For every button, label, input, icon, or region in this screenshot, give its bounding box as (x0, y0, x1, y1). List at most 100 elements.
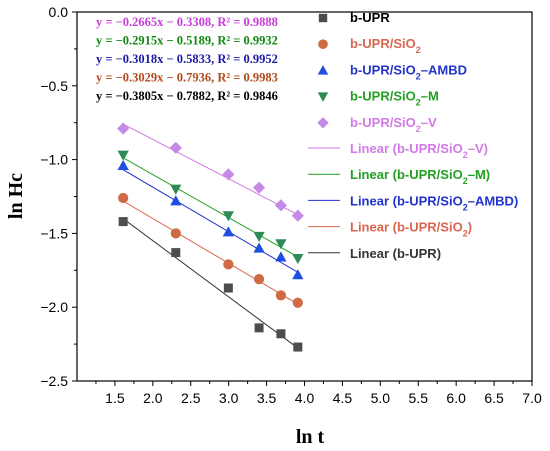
legend-fit-suffix: ) (468, 220, 472, 235)
x-tick-label: 3.0 (219, 390, 239, 406)
legend-marker-0 (318, 13, 328, 23)
legend-marker-4 (317, 117, 329, 129)
legend-fit-label-2: Linear (b-UPR/SiO2–AMBD) (350, 193, 518, 212)
data-point-s4-0 (117, 122, 130, 135)
data-point-s1-1 (170, 228, 181, 239)
data-point-s2-2 (222, 226, 234, 237)
data-point-s0-1 (171, 248, 181, 258)
legend-fit-base: b-UPR (397, 246, 437, 261)
legend-label-4-base: b-UPR/SiO (350, 115, 416, 130)
fit-line-3 (122, 157, 299, 258)
data-point-s4-3 (253, 181, 266, 194)
legend-label-3: b-UPR/SiO2–M (350, 89, 439, 108)
y-tick-label: −2.5 (40, 373, 68, 389)
legend-fit-prefix: Linear ( (350, 193, 398, 208)
fit-line-2 (122, 169, 299, 273)
legend-fit-suffix: ) (514, 193, 518, 208)
data-point-s4-4 (274, 199, 287, 212)
y-tick-label: −0.5 (40, 78, 68, 94)
data-point-s0-5 (293, 342, 303, 352)
legend-fit-prefix: Linear ( (350, 167, 398, 182)
data-point-s0-4 (276, 329, 286, 339)
fit-equation-3: y = −0.2915x − 0.5189, R² = 0.9932 (96, 34, 278, 48)
legend-fit-sub: 2 (463, 150, 468, 160)
data-point-s4-1 (169, 141, 182, 154)
fit-equation-2: y = −0.3018x − 0.5833, R² = 0.9952 (96, 52, 278, 66)
legend-label-2-sub: 2 (416, 71, 421, 81)
legend: b-UPRb-UPR/SiO2b-UPR/SiO2–AMBDb-UPR/SiO2… (308, 10, 518, 261)
legend-marker-1 (318, 39, 328, 49)
legend-fit-base: b-UPR/SiO (397, 220, 463, 235)
legend-fit-sub: 2 (463, 176, 468, 186)
x-tick-label: 4.5 (333, 390, 353, 406)
legend-label-4-tail: –V (421, 115, 437, 130)
x-axis-title: ln t (296, 426, 325, 448)
legend-label-4-sub: 2 (416, 124, 421, 134)
legend-fit-label-3: Linear (b-UPR/SiO2–M) (350, 167, 490, 186)
data-point-s2-5 (292, 269, 304, 280)
x-tick-label: 2.5 (181, 390, 201, 406)
legend-fit-sub: 2 (463, 229, 468, 239)
y-axis-title: ln Hc (5, 173, 27, 219)
data-point-s0-2 (223, 283, 233, 293)
x-tick-label: 5.5 (409, 390, 429, 406)
legend-fit-tail: –M (468, 167, 486, 182)
legend-fit-label-4: Linear (b-UPR/SiO2–V) (350, 141, 488, 160)
data-point-s1-3 (253, 274, 265, 285)
fit-equation-4: y = −0.2665x − 0.3308, R² = 0.9888 (96, 15, 278, 29)
legend-fit-base: b-UPR/SiO (397, 141, 463, 156)
legend-label-2: b-UPR/SiO2–AMBD (350, 62, 467, 81)
x-tick-label: 1.5 (105, 390, 125, 406)
data-point-s4-2 (222, 168, 235, 181)
legend-marker-2 (317, 65, 329, 75)
legend-label-1-base: b-UPR/SiO (350, 36, 416, 51)
data-point-s3-4 (275, 239, 287, 250)
fit-line-4 (122, 123, 299, 216)
y-tick-label: 0.0 (49, 4, 69, 20)
y-tick-label: −2.0 (40, 299, 68, 315)
data-point-s2-4 (275, 251, 287, 262)
fit-line-0 (122, 218, 299, 349)
y-tick-label: −1.0 (40, 152, 68, 168)
data-point-s3-0 (117, 150, 129, 161)
axes: 1.5 2.0 2.5 3.0 3.5 4.0 4.5 5.0 5.5 6.0 6.5 7.0 0.0 −… (40, 4, 542, 406)
legend-label-2-base: b-UPR/SiO (350, 62, 416, 77)
data-point-s2-1 (170, 195, 182, 206)
data-point-s1-4 (275, 290, 287, 301)
data-point-s1-5 (292, 297, 303, 308)
legend-fit-prefix: Linear ( (350, 141, 398, 156)
legend-fit-tail: –V (468, 141, 484, 156)
legend-label-3-sub: 2 (416, 98, 421, 108)
legend-fit-suffix: ) (437, 246, 441, 261)
x-tick-label: 2.0 (143, 390, 163, 406)
legend-label-4: b-UPR/SiO2–V (350, 115, 437, 134)
legend-label-0-base: b-UPR (350, 10, 390, 25)
legend-marker-3 (317, 92, 329, 102)
data-point-s4-5 (291, 209, 304, 222)
legend-fit-prefix: Linear ( (350, 246, 398, 261)
x-tick-label: 6.5 (484, 390, 504, 406)
fit-equation-0: y = −0.3805x − 0.7882, R² = 0.9846 (96, 89, 278, 103)
plot-area (117, 122, 304, 352)
legend-fit-label-1: Linear (b-UPR/SiO2) (350, 220, 472, 239)
legend-label-0: b-UPR (350, 10, 390, 25)
legend-fit-suffix: ) (486, 167, 490, 182)
legend-fit-suffix: ) (484, 141, 488, 156)
data-point-s3-2 (222, 211, 234, 222)
data-point-s0-3 (254, 323, 264, 333)
fit-line-1 (122, 200, 299, 305)
legend-fit-prefix: Linear ( (350, 220, 398, 235)
legend-label-3-base: b-UPR/SiO (350, 89, 416, 104)
data-point-s1-2 (223, 259, 234, 270)
data-point-s0-0 (118, 217, 128, 227)
x-tick-label: 7.0 (522, 390, 542, 406)
data-point-s2-0 (117, 159, 129, 171)
data-point-s3-1 (170, 184, 182, 195)
y-tick-label: −1.5 (40, 225, 68, 241)
data-point-s3-3 (253, 231, 265, 242)
data-point-s2-3 (253, 242, 265, 253)
x-tick-label: 3.5 (257, 390, 277, 406)
legend-label-1-sub: 2 (416, 45, 421, 55)
fit-equation-1: y = −0.3029x − 0.7936, R² = 0.9983 (96, 71, 278, 85)
legend-fit-label-0: Linear (b-UPR) (350, 246, 441, 261)
